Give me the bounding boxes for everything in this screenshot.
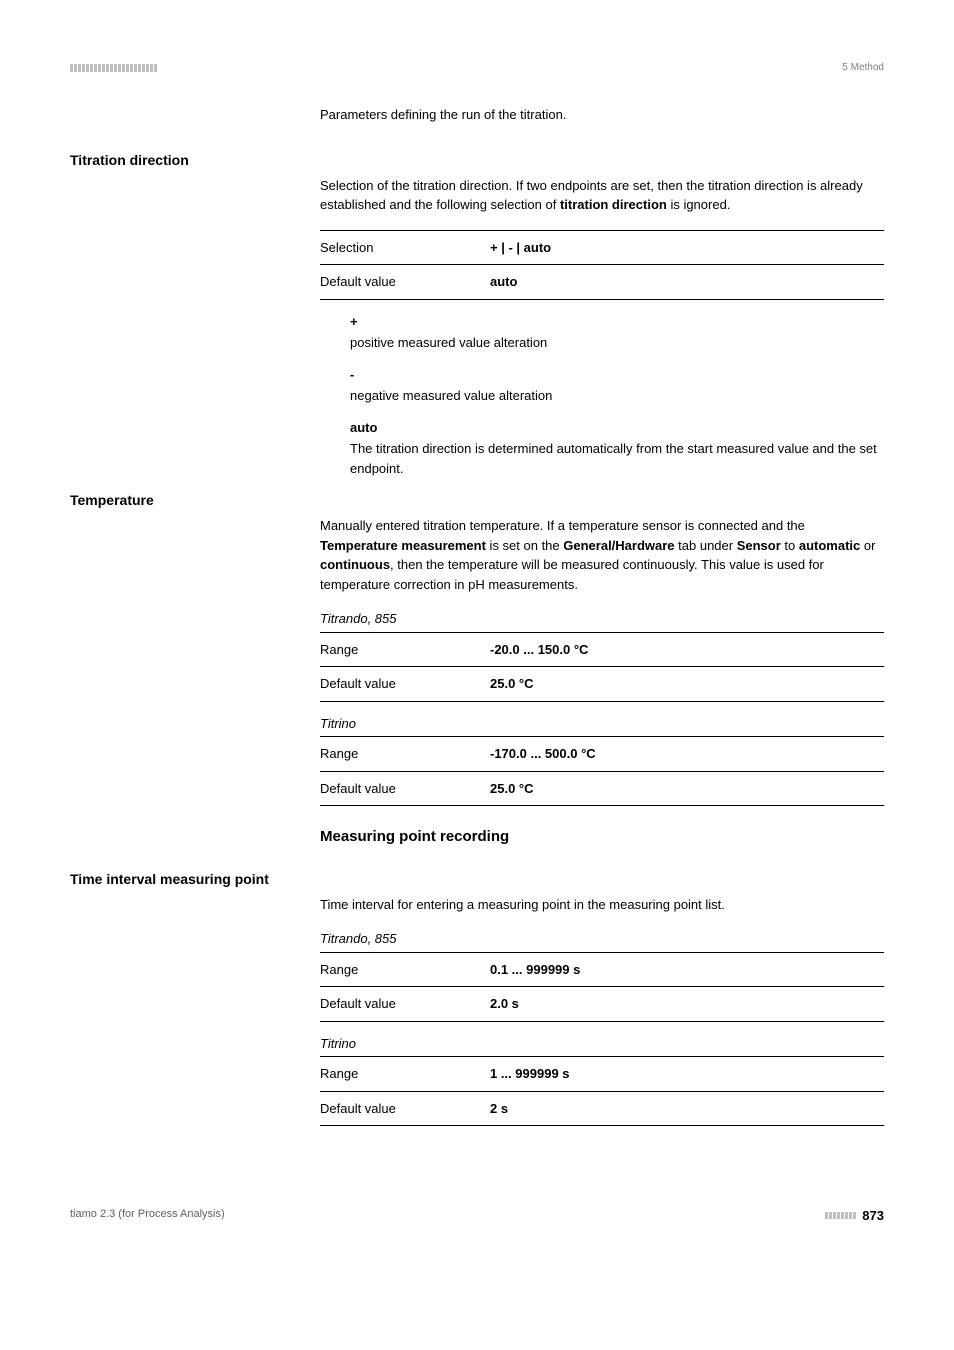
minus-item: - negative measured value alteration [350, 365, 884, 406]
temp-p6: , then the temperature will be measured … [320, 557, 824, 592]
mp-titrando-range-label: Range [320, 956, 490, 984]
header-left-bars [70, 64, 157, 72]
mp-titrino-range-label: Range [320, 1060, 490, 1088]
auto-text: The titration direction is determined au… [350, 439, 884, 478]
mp-titrando-table: Titrando, 855 Range 0.1 ... 999999 s Def… [320, 929, 884, 1022]
temperature-label: Temperature [70, 490, 884, 511]
temp-b4: automatic [799, 538, 860, 553]
minus-header: - [350, 365, 884, 385]
td-desc-after: is ignored. [667, 197, 731, 212]
temperature-description: Manually entered titration temperature. … [320, 516, 884, 594]
temp-titrando-default-value: 25.0 °C [490, 670, 884, 698]
temp-titrando-label: Titrando, 855 [320, 609, 884, 629]
intro-paragraph: Parameters defining the run of the titra… [320, 105, 884, 125]
measuring-point-heading: Measuring point recording [320, 826, 884, 849]
decorative-bars [70, 64, 157, 72]
temp-titrino-default-value: 25.0 °C [490, 775, 884, 803]
page-header: 5 Method [70, 60, 884, 75]
footer-right-wrap: 873 [825, 1206, 884, 1226]
temp-titrando-table: Titrando, 855 Range -20.0 ... 150.0 °C D… [320, 609, 884, 702]
plus-header: + [350, 312, 884, 332]
plus-item: + positive measured value alteration [350, 312, 884, 353]
mp-titrando-range-value: 0.1 ... 999999 s [490, 956, 884, 984]
time-interval-label: Time interval measuring point [70, 869, 884, 890]
temp-titrino-table: Titrino Range -170.0 ... 500.0 °C Defaul… [320, 714, 884, 807]
titration-direction-label: Titration direction [70, 150, 884, 171]
temp-p1: Manually entered titration temperature. … [320, 518, 805, 533]
temp-p5: or [860, 538, 875, 553]
mp-titrando-label: Titrando, 855 [320, 929, 884, 949]
td-selection-label: Selection [320, 234, 490, 262]
mp-titrino-range-value: 1 ... 999999 s [490, 1060, 884, 1088]
footer-left: tiamo 2.3 (for Process Analysis) [70, 1206, 225, 1226]
titration-direction-table: Selection + | - | auto Default value aut… [320, 230, 884, 300]
td-desc-bold: titration direction [560, 197, 667, 212]
temp-b5: continuous [320, 557, 390, 572]
temp-b1: Temperature measurement [320, 538, 486, 553]
temp-p2: is set on the [486, 538, 563, 553]
td-default-value: auto [490, 268, 884, 296]
temp-p4: to [781, 538, 799, 553]
mp-titrino-default-label: Default value [320, 1095, 490, 1123]
plus-text: positive measured value alteration [350, 333, 884, 353]
titration-direction-description: Selection of the titration direction. If… [320, 176, 884, 215]
temp-titrino-label: Titrino [320, 714, 884, 734]
time-interval-description: Time interval for entering a measuring p… [320, 895, 884, 915]
mp-titrando-default-label: Default value [320, 990, 490, 1018]
mp-titrino-label: Titrino [320, 1034, 884, 1054]
mp-titrando-default-value: 2.0 s [490, 990, 884, 1018]
temp-b3: Sensor [737, 538, 781, 553]
temp-titrino-default-label: Default value [320, 775, 490, 803]
page-footer: tiamo 2.3 (for Process Analysis) 873 [70, 1206, 884, 1226]
mp-titrino-default-value: 2 s [490, 1095, 884, 1123]
td-default-label: Default value [320, 268, 490, 296]
td-selection-value: + | - | auto [490, 234, 884, 262]
header-right-text: 5 Method [842, 60, 884, 75]
temp-b2: General/Hardware [563, 538, 674, 553]
mp-titrino-table: Titrino Range 1 ... 999999 s Default val… [320, 1034, 884, 1127]
footer-bars [825, 1212, 856, 1219]
auto-item: auto The titration direction is determin… [350, 418, 884, 479]
minus-text: negative measured value alteration [350, 386, 884, 406]
footer-page-number: 873 [862, 1206, 884, 1226]
temp-titrino-range-value: -170.0 ... 500.0 °C [490, 740, 884, 768]
temp-titrando-default-label: Default value [320, 670, 490, 698]
temp-p3: tab under [675, 538, 737, 553]
temp-titrino-range-label: Range [320, 740, 490, 768]
temp-titrando-range-value: -20.0 ... 150.0 °C [490, 636, 884, 664]
temp-titrando-range-label: Range [320, 636, 490, 664]
auto-header: auto [350, 418, 884, 438]
